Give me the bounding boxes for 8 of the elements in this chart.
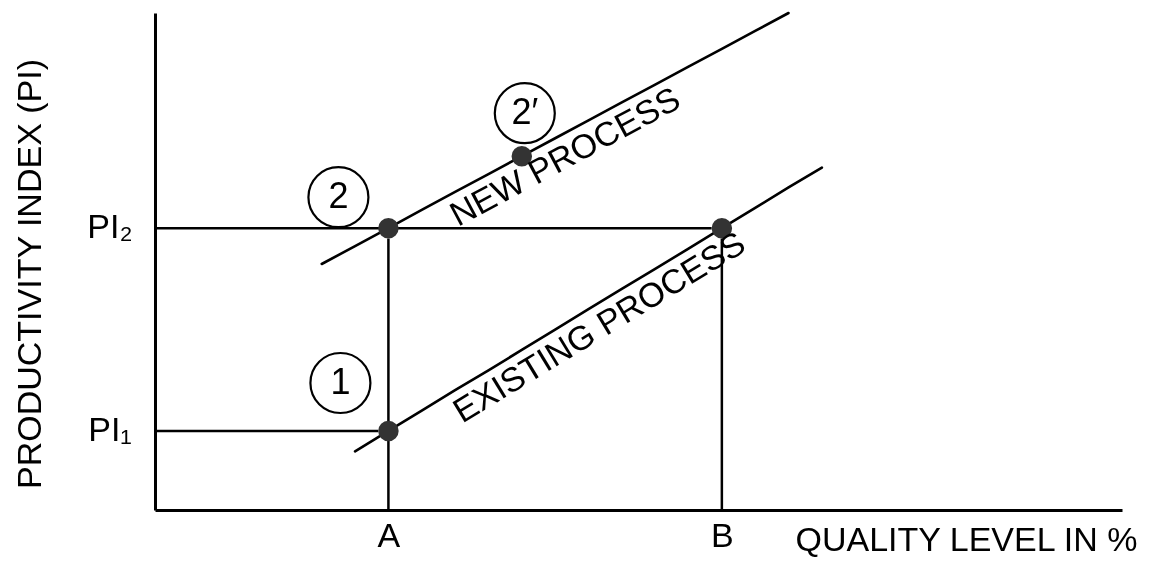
annotation: 1 [330,360,351,402]
ref-line-label: PI₂ [87,207,133,246]
annotation: 2 [328,175,349,217]
x-tick-label: B [711,515,734,554]
y-axis-title: PRODUCTIVITY INDEX (PI) [9,58,48,490]
ref-line-label: PI₁ [88,409,132,448]
x-axis-title: QUALITY LEVEL IN % [795,519,1138,558]
x-tick-label: A [377,515,401,554]
